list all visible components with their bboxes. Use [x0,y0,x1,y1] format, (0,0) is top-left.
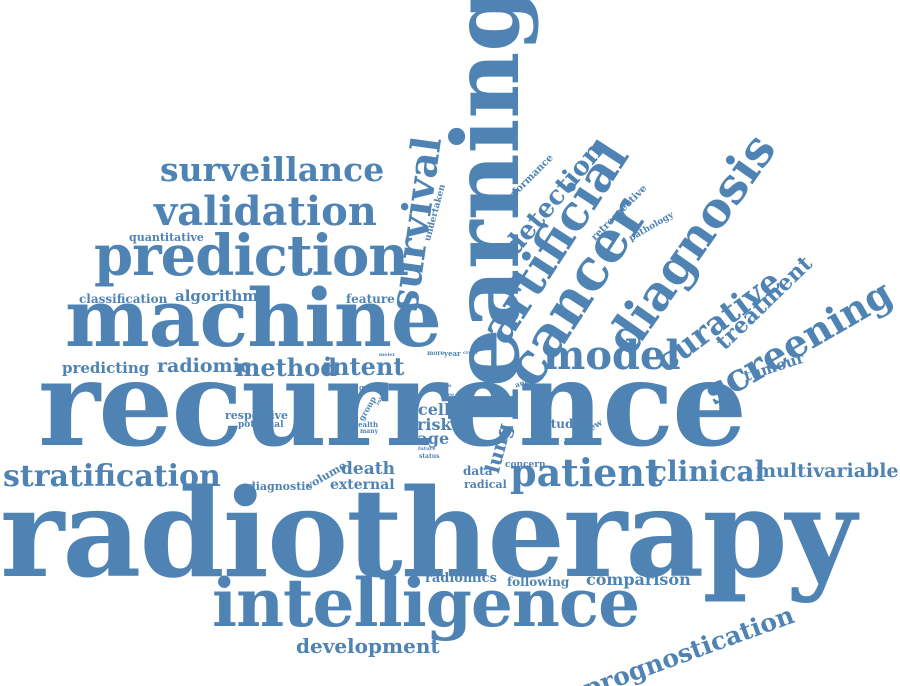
word-recurrence: recurrence [38,334,747,473]
word-classification: classification [79,292,168,306]
word-radiotherapy: radiotherapy [0,461,857,605]
word-potential: potential [238,420,284,430]
word-algorithm: algorithm [175,287,259,305]
word-predicting: predicting [62,359,150,377]
word-intelligence: intelligence [212,564,640,642]
word-stage: stage [401,429,450,448]
word-radiomic: radiomic [157,355,252,377]
word-study: study [544,417,581,431]
word-feature: feature [346,292,395,306]
word-status: status [419,453,440,460]
word-concern: concern [505,460,546,470]
word-following: following [507,575,570,589]
word-meier: meier [379,352,396,358]
word-cell: cell [418,400,451,419]
word-data: data [463,464,493,478]
word-risk: risk [417,415,452,434]
word-clinical: clinical [650,455,766,488]
word-real: real [346,426,357,432]
word-diagnostic: diagnostic [248,480,313,493]
word-multivariable: multivariable [756,460,899,482]
word-method: method [235,353,337,382]
word-free: free [443,392,455,398]
word-comparison: comparison [586,570,691,589]
word-death: death [341,459,395,479]
word-also: also [440,383,452,389]
word-test: test [481,404,505,417]
word-patient: patient [510,450,663,495]
word-intent: intent [323,352,405,381]
word-surveillance: surveillance [160,150,385,189]
word-gros: gros [359,383,377,392]
word-external: external [330,477,395,493]
word-radiomics: radiomics [425,571,497,586]
word-stratification: stratification [3,459,221,494]
word-future: future [418,446,436,452]
word-prediction: prediction [94,223,409,289]
word-machine: machine [65,271,442,365]
word-respective: respective [225,409,289,422]
word-radical: radical [464,478,507,491]
word-many: many [360,428,379,435]
word-health: health [353,420,379,429]
word-development: development [296,634,440,658]
word-model: model [543,332,681,379]
word-validation: validation [154,188,377,235]
word-year: year [444,349,461,358]
word-cross: cross [463,350,478,356]
word-quantitative: quantitative [129,231,204,244]
word-more: more [427,350,445,357]
